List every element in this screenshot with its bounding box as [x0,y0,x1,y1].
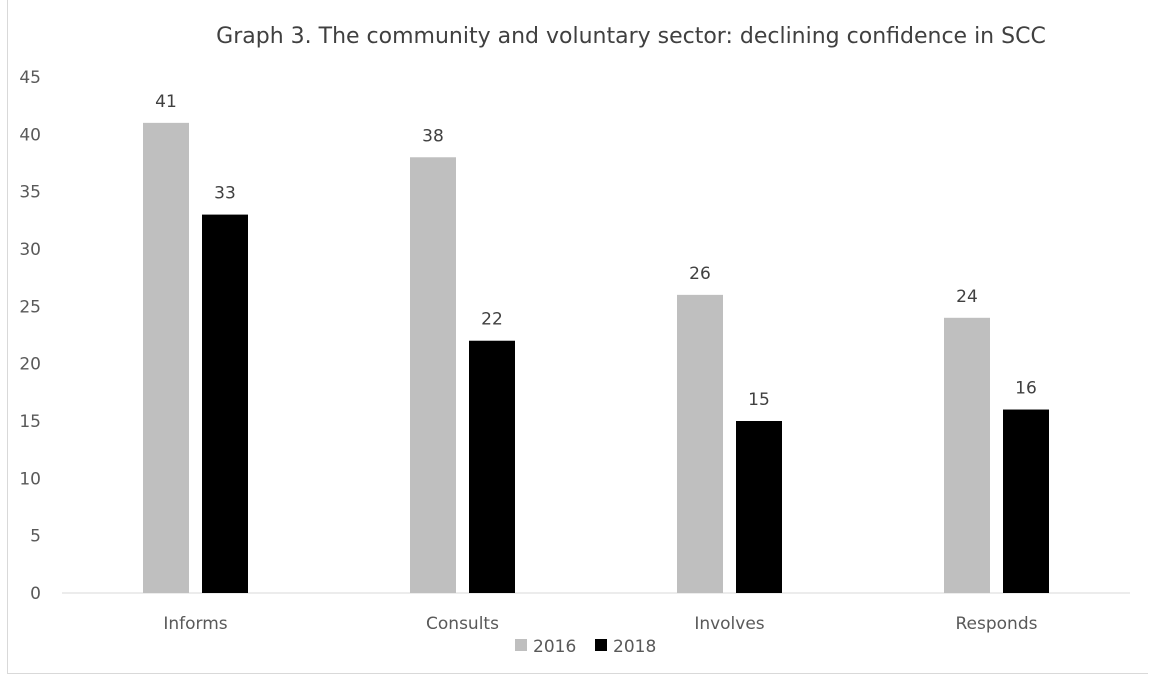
legend: 2016 2018 [515,637,656,657]
y-tick-label: 5 [30,527,41,547]
y-axis-ticks: 0 5 10 15 20 25 30 35 40 45 [19,68,41,604]
category-label: Responds [956,614,1038,634]
category-labels: Informs Consults Involves Responds [163,614,1037,634]
category-label: Consults [426,614,499,634]
y-tick-label: 10 [19,469,41,489]
data-label: 41 [155,92,177,112]
data-label: 15 [748,390,770,410]
y-tick-label: 40 [19,125,41,145]
y-tick-label: 30 [19,240,41,260]
data-label: 38 [422,126,444,146]
y-tick-label: 15 [19,412,41,432]
data-label: 22 [481,310,503,330]
data-label: 16 [1015,379,1037,399]
bar-2018-involves [736,421,782,593]
bar-2016-informs [143,122,189,593]
legend-swatch [595,639,607,651]
bar-2018-informs [202,214,248,593]
bars [143,122,1049,593]
category-label: Involves [694,614,764,634]
y-tick-label: 25 [19,297,41,317]
data-label: 33 [214,184,236,204]
bar-2018-consults [469,340,515,593]
bar-2016-responds [944,317,990,593]
bar-2016-involves [677,294,723,593]
bar-2018-responds [1003,409,1049,593]
legend-label: 2016 [533,637,576,657]
data-label: 24 [956,287,978,307]
y-tick-label: 45 [19,68,41,88]
chart-title: Graph 3. The community and voluntary sec… [216,24,1046,49]
data-labels: 41 33 38 22 26 15 24 16 [155,92,1037,410]
bar-2016-consults [410,157,456,593]
legend-label: 2018 [613,637,656,657]
y-tick-label: 0 [30,584,41,604]
data-label: 26 [689,264,711,284]
category-label: Informs [163,614,227,634]
legend-swatch [515,639,527,651]
y-tick-label: 35 [19,183,41,203]
y-tick-label: 20 [19,355,41,375]
